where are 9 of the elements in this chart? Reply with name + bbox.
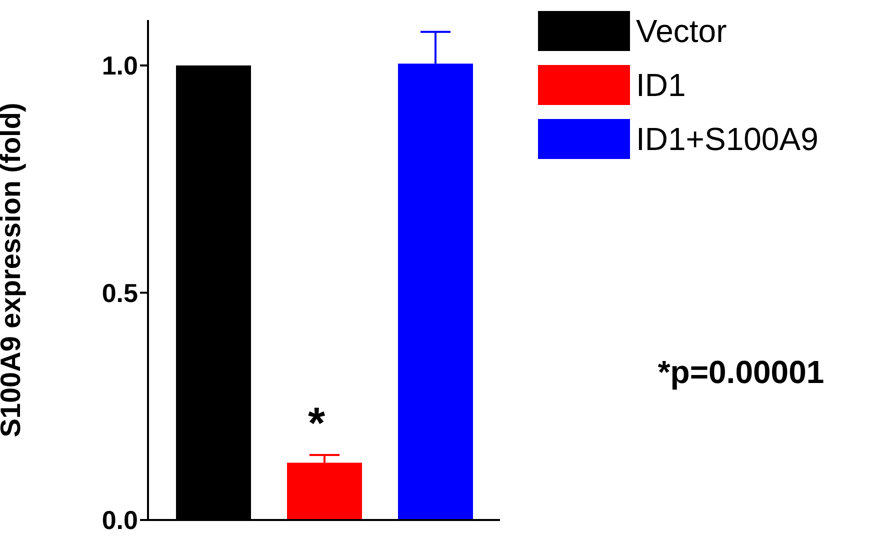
y-tick-label: 0.5 [102,278,138,308]
legend-label: ID1 [636,66,686,104]
y-tick-label: 0.0 [102,505,138,536]
text: *p=0.00001 [656,354,826,391]
legend-label: Vector [636,12,727,50]
legend-label: ID1+S100A9 [636,120,818,158]
y-axis-title: S100A9 expression (fold) [0,102,26,438]
y-tick-label: 1.0 [102,50,138,81]
annotation: * [306,399,326,449]
